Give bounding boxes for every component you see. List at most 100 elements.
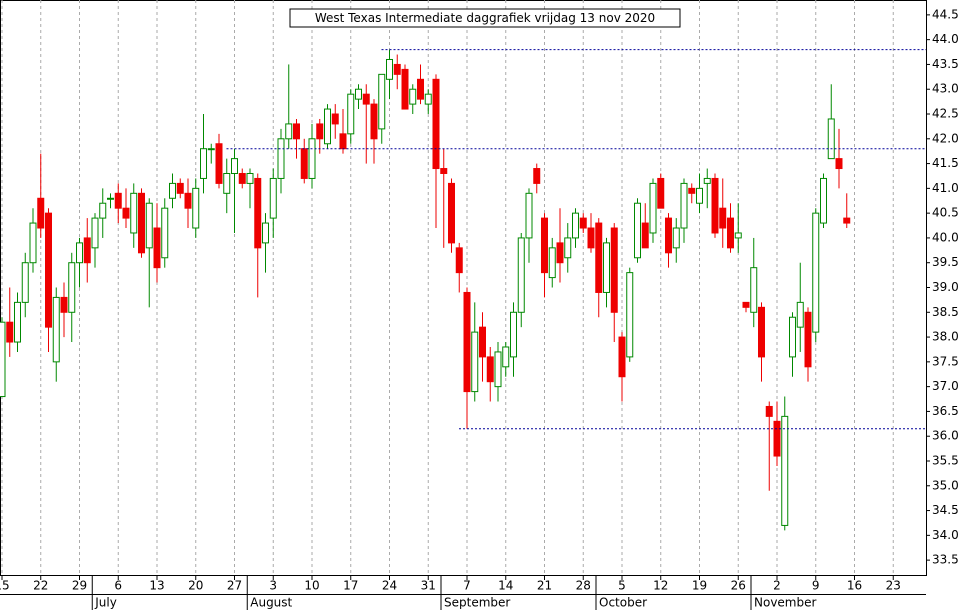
candle-body [215,143,223,184]
x-tick-label: 29 [72,579,87,593]
candle-body [719,207,727,229]
candle-body [525,192,533,239]
candle-body [68,262,76,313]
x-tick-label: 22 [33,579,48,593]
candle-body [510,311,517,358]
candle-body [145,202,153,249]
month-label: July [94,596,117,610]
candle-body [14,301,21,343]
candle-body [680,182,688,229]
candle-body [138,192,145,254]
candle-body [727,217,734,249]
candle-body [401,68,409,110]
candle-body [548,247,556,279]
x-tick-label: 6 [114,579,122,593]
chart-title: West Texas Intermediate daggrafiek vrijd… [315,11,655,25]
candle-body [362,93,370,105]
candle-body [579,217,587,229]
candle-body [153,227,161,269]
candle-body [424,93,432,105]
candle-body [277,138,285,179]
candle-body [672,227,680,249]
candle-body [0,321,6,398]
candle-body [29,222,37,264]
y-tick-label: 44.0 [932,32,959,46]
y-tick-label: 38.0 [932,330,959,344]
candle-body [804,311,812,368]
candle-body [812,212,820,333]
candle-body [107,197,114,200]
x-tick-label: 23 [886,579,901,593]
x-tick-label: 24 [382,579,397,593]
candle-body [734,232,742,239]
candle-body [60,296,68,313]
candle-body [285,123,293,140]
candle-body [207,148,215,151]
candle-body [331,113,339,125]
candle-body [316,123,324,140]
candle-body [432,78,440,170]
candle-body [796,301,804,328]
candle-body [347,93,355,135]
candle-body [37,197,45,229]
candle-body [463,291,471,393]
candle-body [76,242,83,264]
x-tick-label: 15 [0,579,10,593]
candle-body [750,267,758,313]
candle-body [502,346,510,368]
candle-body [696,187,703,204]
y-tick-label: 40.5 [932,206,959,220]
candle-body [238,172,246,184]
y-tick-label: 34.5 [932,503,959,517]
candle-body [130,192,138,234]
candle-body [486,356,494,383]
candle-body [455,247,463,274]
y-tick-label: 44.5 [932,7,959,21]
month-label: November [754,596,816,610]
candle-body [417,78,424,100]
y-tick-label: 42.0 [932,131,959,145]
candle-body [300,148,308,179]
candle-body [595,222,603,293]
candle-body [262,222,269,244]
candle-body [634,202,641,259]
candle-body [494,351,502,388]
x-tick-label: 2 [773,579,781,593]
x-tick-label: 27 [227,579,242,593]
candle-body [308,138,316,179]
candle-body [378,73,386,130]
candle-body [517,237,525,313]
x-tick-label: 14 [498,579,513,593]
y-tick-label: 36.5 [932,404,959,418]
candle-body [572,212,579,239]
candle-body [169,182,176,199]
candle-body [192,187,200,229]
x-tick-label: 7 [463,579,471,593]
candle-body [386,58,393,80]
x-tick-label: 28 [576,579,591,593]
marks [0,49,851,531]
y-tick-label: 39.0 [932,280,959,294]
candle-body [114,192,122,209]
candle-body [479,326,486,358]
candle-body [184,192,192,209]
x-tick-label: 3 [269,579,277,593]
candle-body [122,207,130,219]
x-tick-label: 17 [343,579,358,593]
candle-body [231,158,238,174]
x-tick-label: 5 [618,579,626,593]
candle-body [393,63,401,75]
x-tick-label: 31 [421,579,436,593]
candle-body [6,321,14,343]
candle-body [254,177,262,249]
candle-body [827,118,835,160]
candle-body [564,237,572,259]
candle-body [91,217,99,249]
candle-body [370,103,378,140]
x-tick-label: 20 [188,579,203,593]
candle-body [603,242,610,293]
y-tick-label: 38.5 [932,305,959,319]
x-tick-label: 21 [537,579,552,593]
